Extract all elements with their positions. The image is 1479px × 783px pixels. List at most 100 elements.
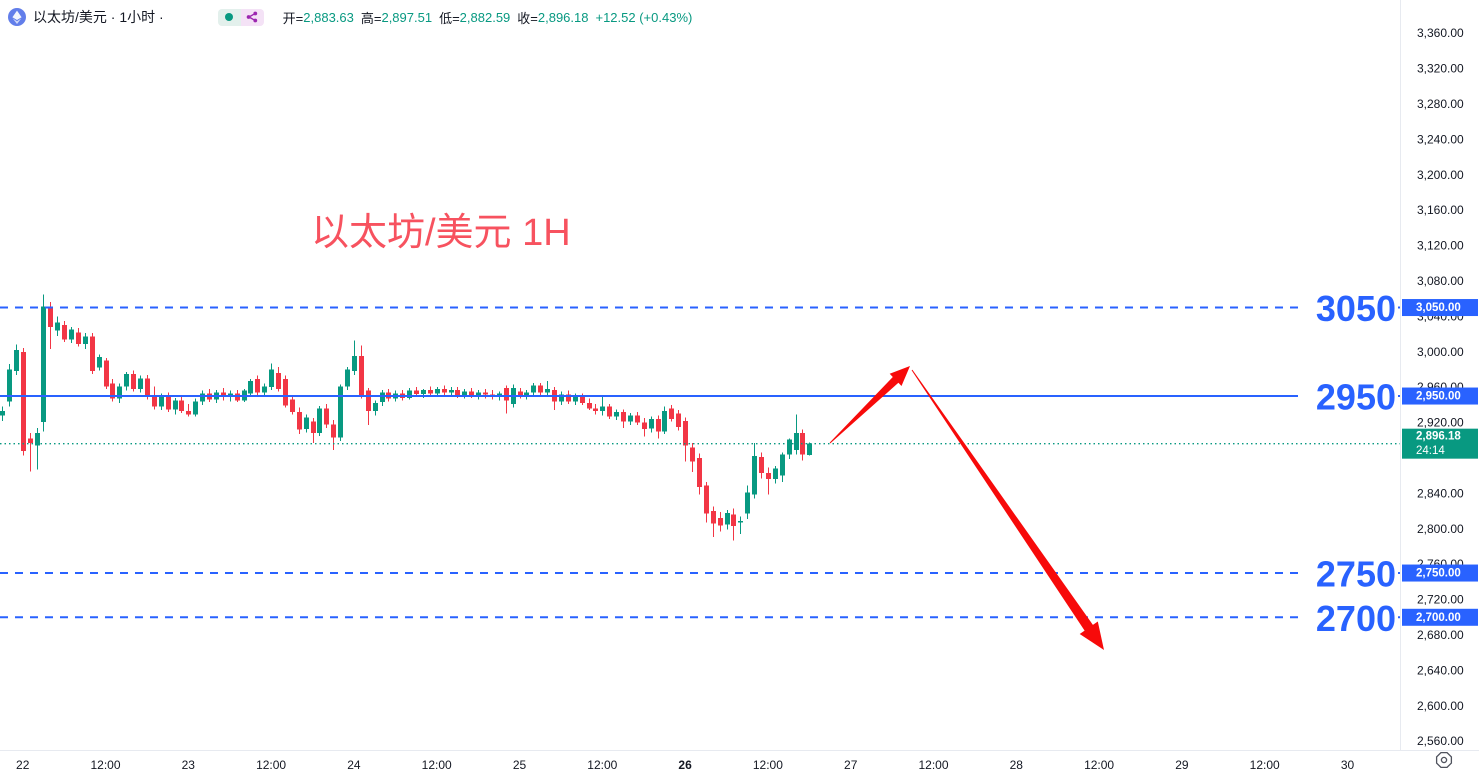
candle <box>200 390 205 405</box>
candle <box>442 385 447 396</box>
time-axis-label: 28 <box>1010 758 1024 772</box>
price-axis-tick: 3,000.00 <box>1417 345 1464 359</box>
ohlc-close-value: 2,896.18 <box>537 9 589 25</box>
candle <box>656 415 661 439</box>
legend-status-pill[interactable] <box>217 8 264 26</box>
time-axis-label: 12:00 <box>1250 758 1280 772</box>
price-axis-tick: 2,920.00 <box>1417 416 1464 430</box>
candles-layer <box>0 294 812 541</box>
candle <box>297 407 302 435</box>
candle <box>221 388 226 401</box>
candle <box>704 481 709 523</box>
price-axis-tick: 3,360.00 <box>1417 26 1464 40</box>
candle <box>28 433 33 472</box>
candle <box>380 389 385 406</box>
candle <box>14 344 19 375</box>
candle <box>124 372 129 391</box>
chart-legend: 以太坊/美元 · 1小时 · 开= 2,883.63 高= 2,897.51 低= 2… <box>8 7 692 27</box>
price-axis-tick: 2,600.00 <box>1417 699 1464 713</box>
price-axis-tick: 3,240.00 <box>1417 132 1464 146</box>
candle <box>745 485 750 520</box>
candle <box>607 404 612 419</box>
candle <box>48 302 53 350</box>
time-axis-label: 12:00 <box>256 758 286 772</box>
candle <box>110 379 115 402</box>
candle <box>0 406 5 421</box>
level-label-2700: 2700 <box>1316 598 1396 639</box>
candle <box>69 327 74 343</box>
candle <box>186 404 191 417</box>
price-axis[interactable]: 3,360.00 3,320.00 3,280.00 3,240.00 3,200.00… <box>1402 26 1478 748</box>
candle <box>345 366 350 390</box>
price-axis-tick: 2,840.00 <box>1417 486 1464 500</box>
candle <box>545 381 550 396</box>
price-axis-badge-2950: 2,950.00 <box>1402 387 1478 405</box>
candle <box>669 404 674 422</box>
svg-text:2,950.00: 2,950.00 <box>1416 391 1461 403</box>
candle <box>317 405 322 436</box>
level-label-mask <box>1298 598 1398 637</box>
ohlc-high-value: 2,897.51 <box>381 9 433 25</box>
candle <box>269 363 274 390</box>
candle <box>7 364 12 407</box>
market-status-segment[interactable] <box>217 8 241 26</box>
candle <box>283 375 288 408</box>
candle <box>173 397 178 415</box>
price-axis-tick: 3,280.00 <box>1417 97 1464 111</box>
price-level-2950[interactable]: 2950 <box>0 377 1400 418</box>
price-axis-tick: 3,200.00 <box>1417 168 1464 182</box>
candle <box>697 453 702 495</box>
svg-text:2,750.00: 2,750.00 <box>1416 568 1461 580</box>
candle <box>407 388 412 400</box>
symbol-title[interactable]: 以太坊/美元 · 1小时 · <box>33 9 164 25</box>
ohlc-open-value: 2,883.63 <box>303 9 354 25</box>
candle <box>614 409 619 420</box>
level-label-2950: 2950 <box>1316 377 1396 418</box>
candle <box>338 384 343 442</box>
price-axis-tick: 3,320.00 <box>1417 62 1464 76</box>
price-axis-tick: 2,640.00 <box>1417 663 1464 677</box>
share-segment[interactable] <box>240 8 264 26</box>
candle <box>35 427 40 470</box>
bar-countdown: 24:14 <box>1416 445 1445 457</box>
price-level-2700[interactable]: 2700 <box>0 598 1400 639</box>
ohlc-close-label: 收= <box>517 10 538 26</box>
chart-title-annotation[interactable]: 以太坊/美元 1H <box>311 212 571 254</box>
candle <box>83 333 88 350</box>
candle <box>476 389 481 400</box>
price-level-2750[interactable]: 2750 <box>0 554 1400 595</box>
axis-settings-icon[interactable] <box>1435 751 1453 769</box>
candle <box>593 404 598 415</box>
candle <box>138 375 143 393</box>
candle <box>104 358 109 389</box>
candle <box>428 386 433 396</box>
candle <box>352 340 357 375</box>
candle <box>490 389 495 400</box>
price-axis-tick: 2,560.00 <box>1417 734 1464 748</box>
ohlc-row: 开= 2,883.63 高= 2,897.51 低= 2,882.59 收= 2,896… <box>276 8 693 27</box>
time-axis-label: 27 <box>844 758 858 772</box>
candle <box>807 442 812 456</box>
time-axis[interactable]: 22 12:00 23 12:00 24 12:00 25 12:00 26 12:00 27 12:… <box>16 758 1354 772</box>
trend-arrow-down[interactable] <box>911 369 1104 650</box>
trend-arrow-up[interactable] <box>829 366 910 444</box>
svg-text:3,050.00: 3,050.00 <box>1416 302 1461 314</box>
share-icon <box>246 11 258 23</box>
candle <box>759 452 764 479</box>
ohlc-low-value: 2,882.59 <box>459 9 511 25</box>
time-axis-label: 24 <box>347 758 361 772</box>
candle <box>731 508 736 541</box>
time-axis-label: 12:00 <box>1084 758 1114 772</box>
candle <box>62 320 67 343</box>
candle <box>179 396 184 413</box>
price-level-3050[interactable]: 3050 <box>0 288 1400 329</box>
level-label-mask <box>1298 554 1398 593</box>
candle <box>566 390 571 404</box>
level-label-mask <box>1298 377 1398 416</box>
candle <box>331 419 336 450</box>
candle <box>683 417 688 462</box>
candle <box>55 316 60 336</box>
time-axis-label: 12:00 <box>587 758 617 772</box>
level-label-mask <box>1298 288 1398 327</box>
